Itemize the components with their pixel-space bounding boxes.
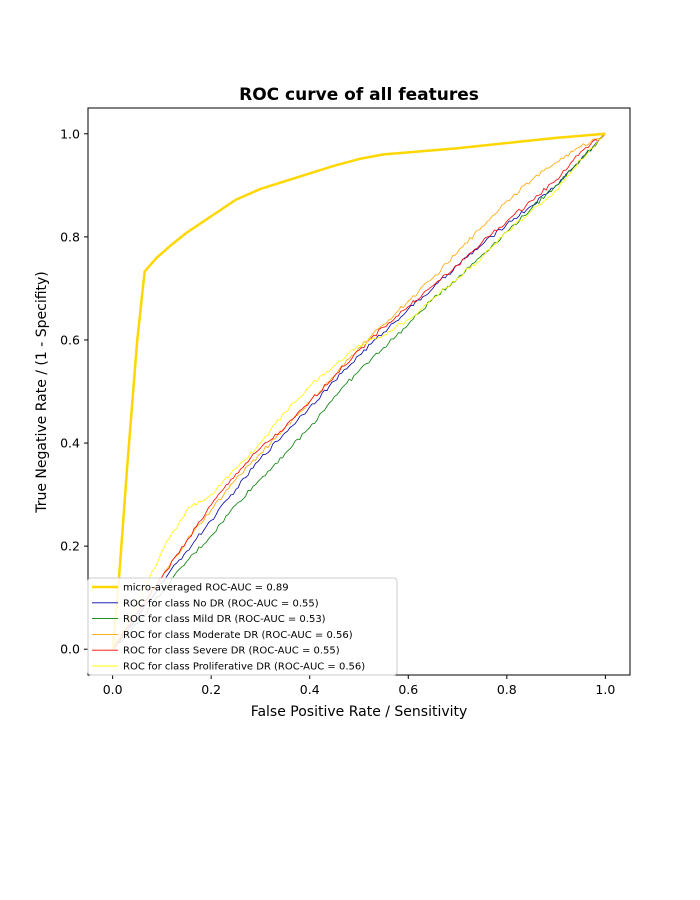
plot-area: 0.0 0.0 0.2 0.2 0.4 0.4 0.6 0.6 0.8 0.8 1.0 1.0 micr… (60, 107, 631, 697)
legend-entry: ROC for class Moderate DR (ROC-AUC = 0.5… (123, 630, 353, 641)
y-tick-label: 0.0 (60, 642, 80, 657)
legend-entry: ROC for class Severe DR (ROC-AUC = 0.55) (123, 646, 340, 657)
chart-title: ROC curve of all features (239, 85, 479, 105)
series-line-0 (111, 132, 606, 650)
x-tick-label: 0.8 (497, 682, 517, 697)
x-tick-label: 0.0 (103, 682, 123, 697)
legend: micro-averaged ROC-AUC = 0.89 ROC for cla… (87, 577, 398, 676)
y-axis-label: True Negative Rate / (1 - Specifity) (34, 271, 50, 514)
legend-entry: ROC for class Mild DR (ROC-AUC = 0.53) (123, 614, 326, 625)
series-line-3 (112, 133, 606, 650)
x-tick-label: 0.4 (300, 682, 320, 697)
series-line-1 (112, 133, 606, 650)
series-lines (111, 132, 606, 650)
x-tick-label: 0.2 (201, 682, 221, 697)
x-tick-label: 1.0 (595, 682, 615, 697)
y-tick-label: 0.8 (60, 229, 80, 244)
series-line-2 (112, 133, 606, 650)
legend-entry: micro-averaged ROC-AUC = 0.89 (123, 583, 289, 594)
y-tick-label: 0.6 (60, 332, 80, 347)
x-axis-label: False Positive Rate / Sensitivity (251, 704, 468, 720)
x-tick-label: 0.6 (398, 682, 418, 697)
y-tick-label: 0.2 (60, 539, 80, 554)
series-line-4 (112, 133, 606, 650)
legend-entry: ROC for class No DR (ROC-AUC = 0.55) (123, 598, 319, 609)
legend-entry: ROC for class Proliferative DR (ROC-AUC … (123, 662, 365, 673)
legend-box (87, 577, 398, 676)
y-tick-label: 0.4 (60, 436, 80, 451)
y-tick-label: 1.0 (60, 126, 80, 141)
series-line-5 (112, 133, 606, 650)
